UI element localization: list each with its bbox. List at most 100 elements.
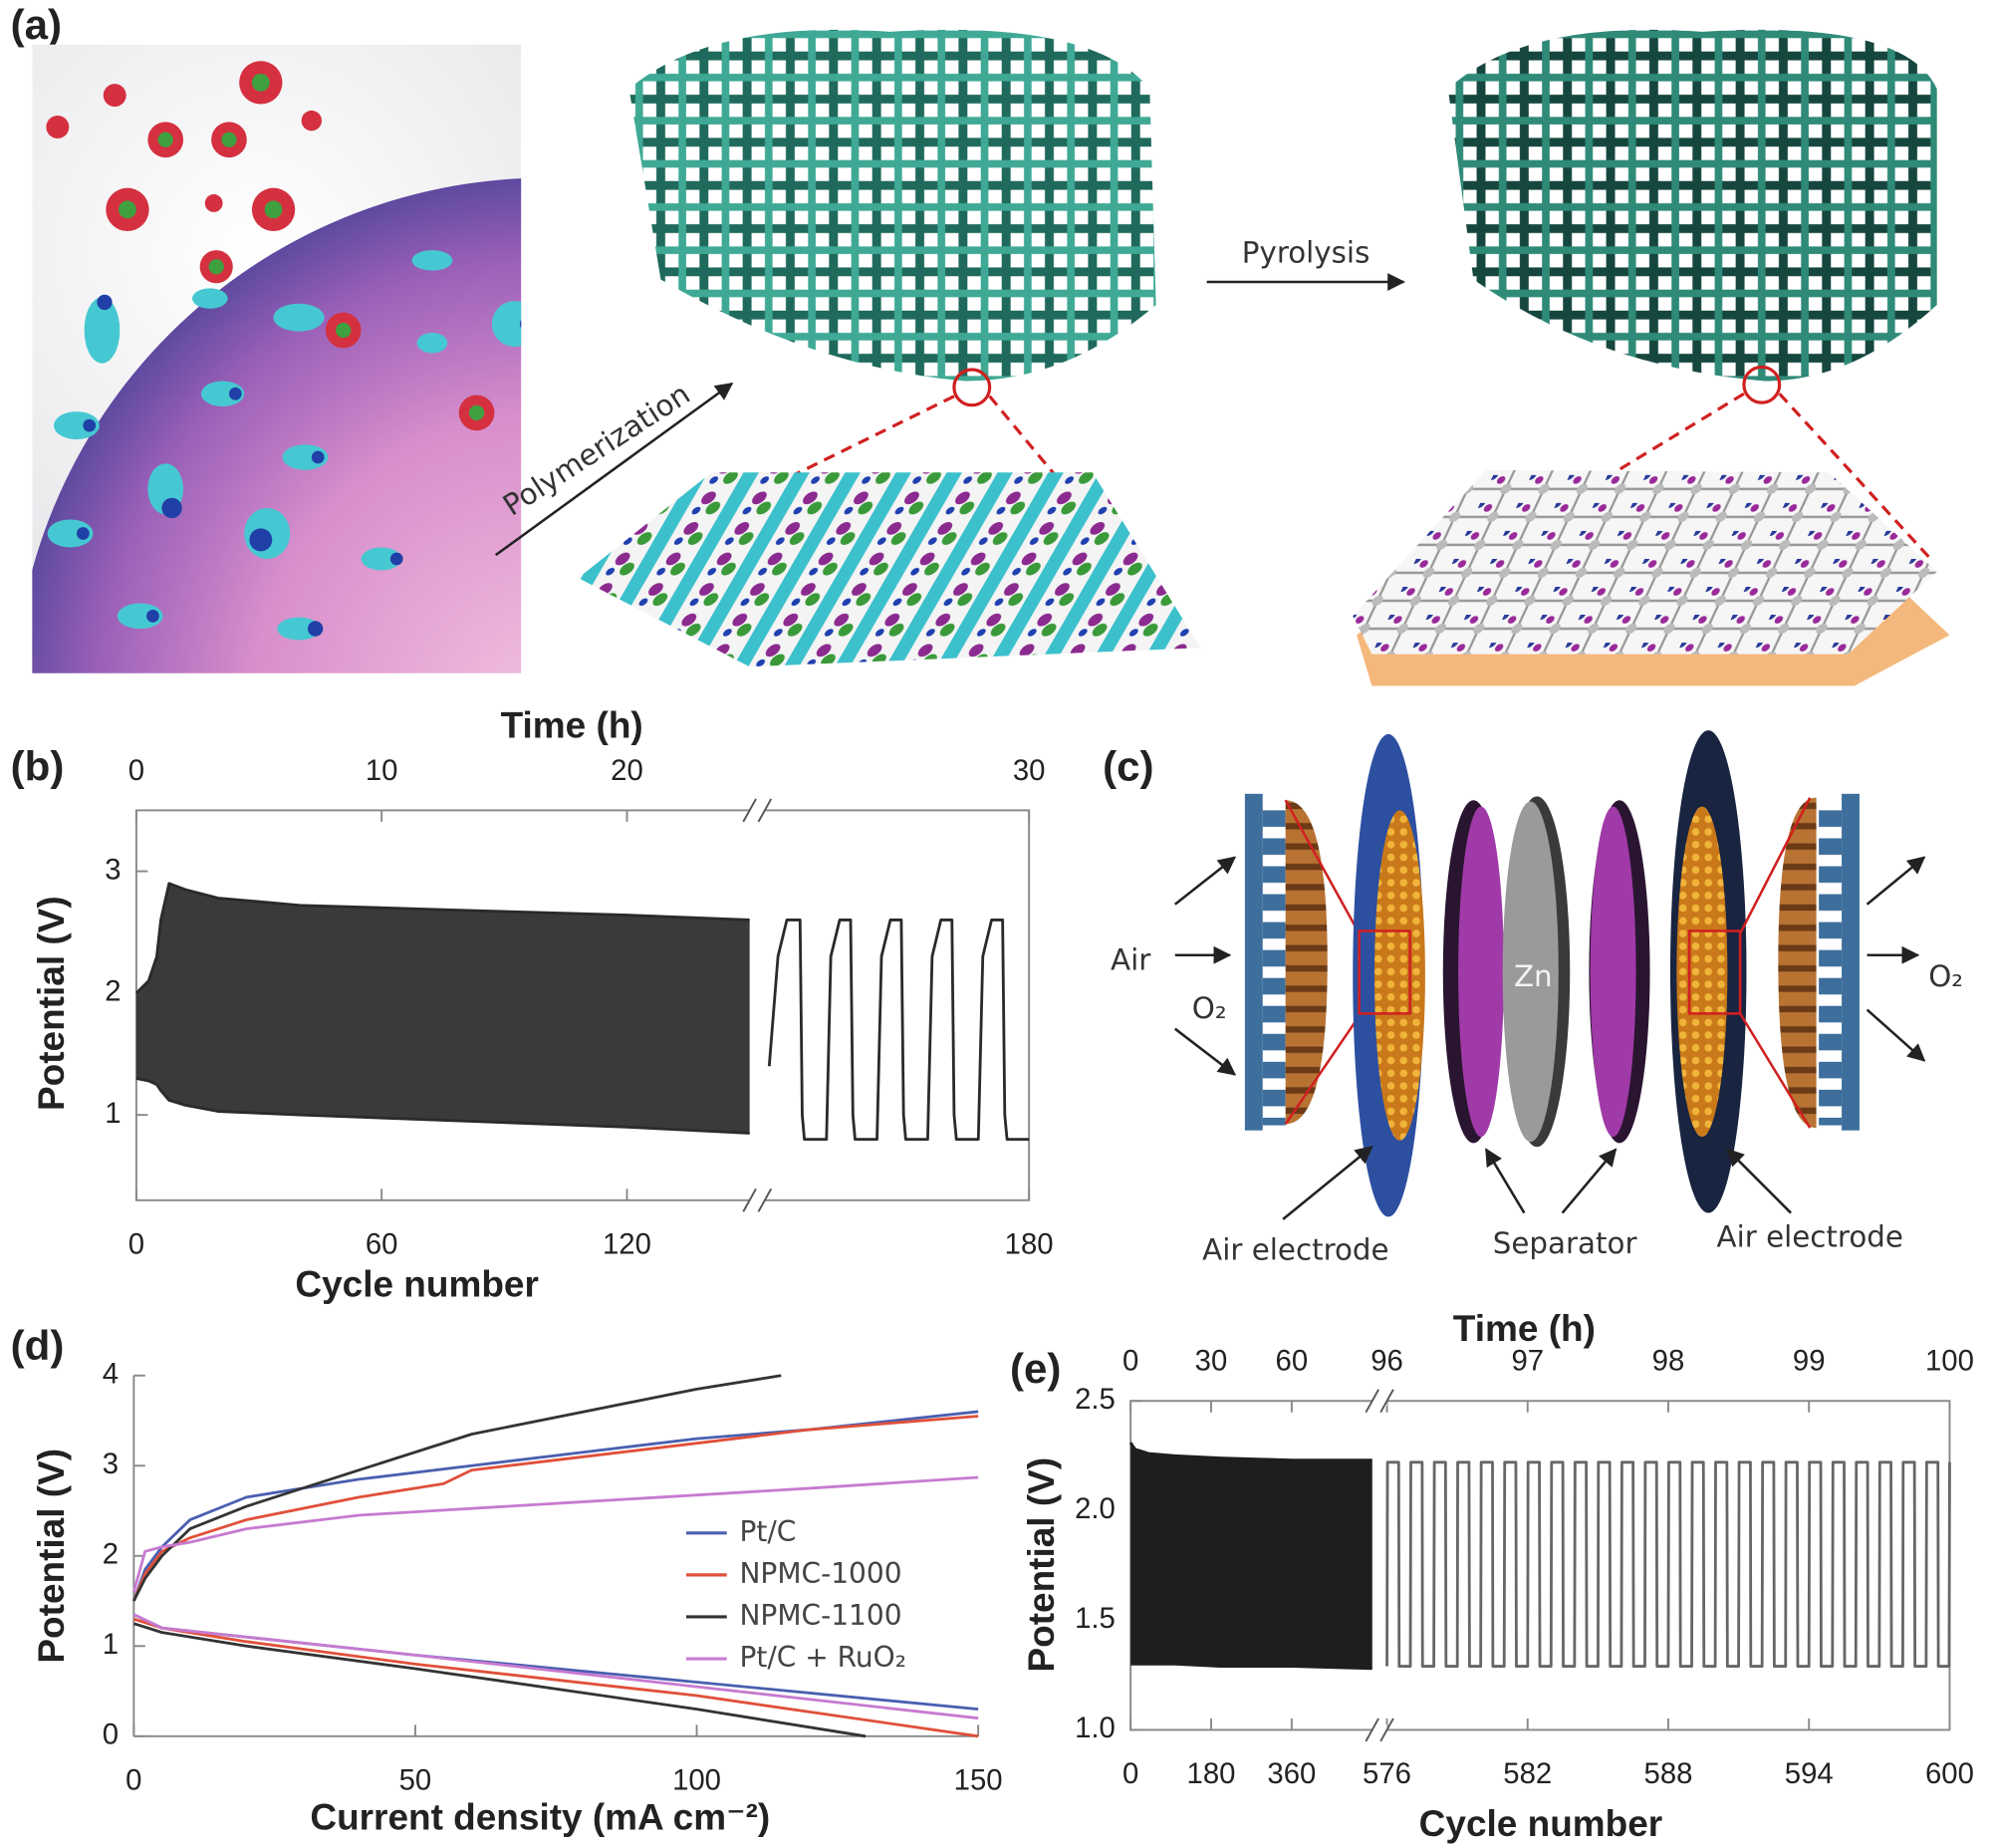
y-axis-title: Potential (V): [31, 896, 72, 1111]
x-tick-label: 576: [1363, 1757, 1411, 1790]
panel-a: (a): [11, 1, 1950, 686]
zinc-label: Zn: [1514, 959, 1553, 993]
x2-tick-label: 20: [611, 754, 643, 787]
x2-tick-label: 100: [1925, 1345, 1974, 1378]
gas-diffusion-layer: [1778, 797, 1817, 1129]
series-line: [1128, 1442, 1372, 1462]
current-collector: [1842, 793, 1860, 1131]
y-axis-title: Potential (V): [31, 1449, 72, 1664]
x-tick-label: 0: [128, 1227, 144, 1260]
y-tick-label: 4: [103, 1357, 119, 1390]
axis-break: [1365, 1389, 1394, 1414]
axis-break-gap: [749, 1194, 765, 1205]
y-tick-label: 3: [103, 1448, 119, 1480]
catalyst-layer: [1676, 806, 1728, 1138]
y-tick-label: 2: [103, 1538, 119, 1571]
x-tick-label: 600: [1925, 1757, 1974, 1790]
y-tick-label: 3: [105, 853, 121, 886]
y-tick-label: 2: [105, 975, 121, 1008]
y-axis-title: Potential (V): [1021, 1457, 1062, 1673]
x2-tick-label: 0: [128, 754, 144, 787]
y-tick-label: 2.0: [1075, 1492, 1116, 1525]
panel-label: (d): [11, 1322, 65, 1369]
collector-teeth: [1262, 807, 1286, 1126]
x-tick-label: 360: [1267, 1757, 1316, 1790]
polymer-sheet: [578, 472, 1201, 667]
x-tick-label: 0: [1122, 1757, 1138, 1790]
y-tick-label: 1.5: [1075, 1602, 1116, 1635]
gas-diffusion-layer: [1285, 800, 1328, 1125]
separator-face: [1458, 806, 1504, 1138]
series-line: [135, 1077, 750, 1135]
panel-label: (a): [11, 1, 62, 48]
x-tick-label: 0: [125, 1763, 141, 1796]
x2-tick-label: 10: [366, 754, 398, 787]
monomer-illustration: [32, 44, 522, 673]
carbon-network: [1447, 29, 1937, 382]
cycling-band: [1130, 1443, 1372, 1669]
x2-tick-label: 98: [1652, 1345, 1685, 1378]
legend-label: Pt/C: [739, 1515, 796, 1548]
axis-break-gap: [1371, 1724, 1387, 1735]
current-collector: [1244, 793, 1263, 1131]
x-tick-label: 582: [1503, 1757, 1552, 1790]
x-tick-label: 60: [366, 1227, 398, 1260]
zoom-box: [1687, 929, 1742, 1015]
axis-break-gap: [1371, 1396, 1387, 1407]
zoom-lines: [1738, 797, 1812, 1129]
polymer-network: [628, 29, 1156, 382]
x2-tick-label: 30: [1013, 754, 1046, 787]
arrows: [1173, 856, 1926, 1220]
series-line: [132, 1374, 867, 1738]
panel-label: (e): [1010, 1345, 1061, 1392]
legend-label: NPMC-1100: [739, 1599, 901, 1632]
panel-label: (c): [1103, 743, 1153, 790]
axis-break: [1365, 1717, 1394, 1742]
axis-break: [742, 1188, 773, 1212]
carbon-sheet: [1353, 469, 1937, 655]
zoom-circle: [952, 368, 992, 407]
panel-c: (c) Zn Air: [1103, 730, 1963, 1266]
y-tick-label: 1: [105, 1097, 121, 1130]
x-axis-title: Cycle number: [295, 1263, 539, 1304]
air-label: Air: [1111, 943, 1151, 977]
cycling-band: [135, 883, 750, 1134]
x2-tick-label: 96: [1370, 1345, 1403, 1378]
o2-label: O₂: [1192, 991, 1227, 1025]
x2-tick-label: 99: [1793, 1345, 1826, 1378]
separator-face: [1590, 806, 1636, 1138]
series-line: [767, 919, 1030, 1142]
x-tick-label: 120: [603, 1227, 651, 1260]
electrode-label: Air electrode: [1202, 1232, 1388, 1266]
arrow: [494, 382, 734, 557]
series-line: [1385, 1460, 1951, 1668]
collector-teeth: [1819, 807, 1843, 1126]
x-axis-title: Current density (mA cm⁻²): [310, 1797, 770, 1838]
y-tick-label: 1.0: [1075, 1712, 1116, 1744]
series-line: [134, 882, 750, 994]
arrow-label: Polymerization: [497, 377, 696, 522]
x-tick-label: 180: [1005, 1227, 1054, 1260]
zinc-face: [1502, 801, 1559, 1143]
y-tick-label: 0: [103, 1718, 119, 1751]
x-tick-label: 588: [1644, 1757, 1693, 1790]
series-line: [131, 1475, 979, 1720]
x-tick-label: 594: [1785, 1757, 1834, 1790]
x2-tick-label: 97: [1511, 1345, 1544, 1378]
axis-break-gap: [749, 805, 765, 816]
series-line: [1130, 1662, 1372, 1671]
x2-tick-label: 60: [1276, 1345, 1309, 1378]
axis-break: [742, 798, 773, 823]
legend-label: NPMC-1000: [739, 1557, 901, 1590]
x2-axis-title: Time (h): [501, 704, 643, 745]
x-axis-title: Cycle number: [1419, 1803, 1663, 1844]
arrow-label: Pyrolysis: [1242, 235, 1370, 269]
x-tick-label: 180: [1187, 1757, 1236, 1790]
x-tick-label: 100: [672, 1763, 721, 1796]
separator-label: Separator: [1493, 1226, 1638, 1260]
zoom-circle: [1742, 365, 1782, 404]
x2-tick-label: 30: [1195, 1345, 1228, 1378]
y-tick-label: 2.5: [1075, 1383, 1116, 1416]
